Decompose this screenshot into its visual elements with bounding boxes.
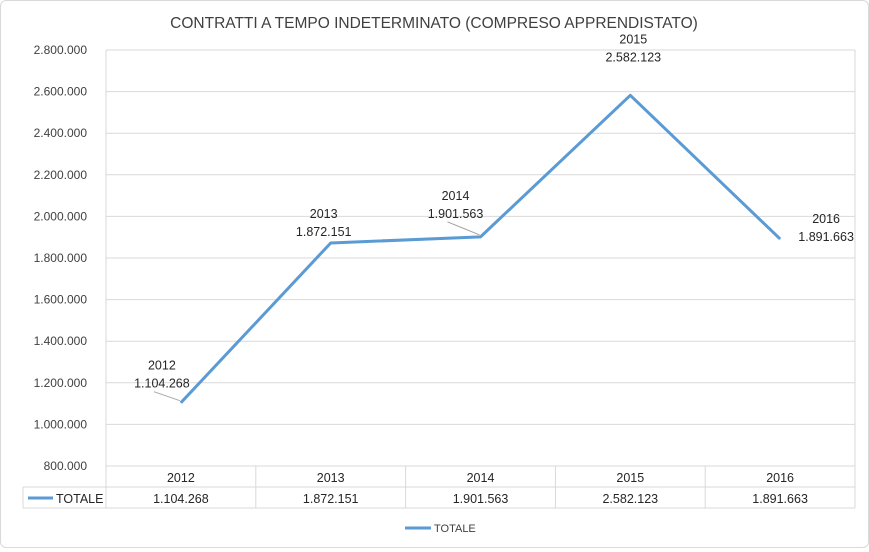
x-category-label: 2014 [467,471,495,485]
data-label-year: 2014 [442,189,470,203]
data-label-year: 2016 [812,212,840,226]
data-label-year: 2013 [310,207,338,221]
data-label-value: 2.582.123 [605,50,661,64]
table-value-cell: 2.582.123 [602,492,658,506]
y-tick-label: 1.200.000 [34,376,88,390]
y-tick-label: 1.600.000 [34,293,88,307]
data-point [180,402,182,404]
series-line-totale [179,93,782,404]
data-point [779,238,781,240]
y-tick-label: 1.000.000 [34,417,88,431]
data-label-year: 2012 [148,359,176,373]
y-tick-label: 1.400.000 [34,334,88,348]
y-tick-label: 2.000.000 [34,209,88,223]
y-tick-label: 2.600.000 [34,85,88,99]
table-value-cell: 1.104.268 [153,492,209,506]
table-series-name: TOTALE [56,492,103,506]
y-tick-label: 2.200.000 [34,168,88,182]
data-label-value: 1.872.151 [296,225,352,239]
data-point [480,236,481,238]
y-tick-label: 1.800.000 [34,251,88,265]
x-category-label: 2012 [167,471,195,485]
chart-title: CONTRATTI A TEMPO INDETERMINATO (COMPRES… [170,15,698,32]
table-value-cell: 1.891.663 [752,492,808,506]
data-point [330,242,332,244]
x-category-label: 2013 [317,471,345,485]
data-label-value: 1.104.268 [134,377,190,391]
data-label-value: 1.891.663 [798,230,854,244]
y-tick-label: 2.800.000 [34,43,88,57]
y-tick-label: 2.400.000 [34,126,88,140]
data-point [629,94,631,96]
y-tick-label: 800.000 [44,459,88,473]
x-category-label: 2016 [766,471,794,485]
data-label-leader [447,221,480,236]
data-label-leader [153,391,181,402]
table-value-cell: 1.901.563 [453,492,509,506]
table-value-cell: 1.872.151 [303,492,359,506]
data-label-value: 1.901.563 [428,207,484,221]
data-label-year: 2015 [619,32,647,46]
x-category-label: 2015 [616,471,644,485]
legend-label-totale: TOTALE [434,523,476,535]
